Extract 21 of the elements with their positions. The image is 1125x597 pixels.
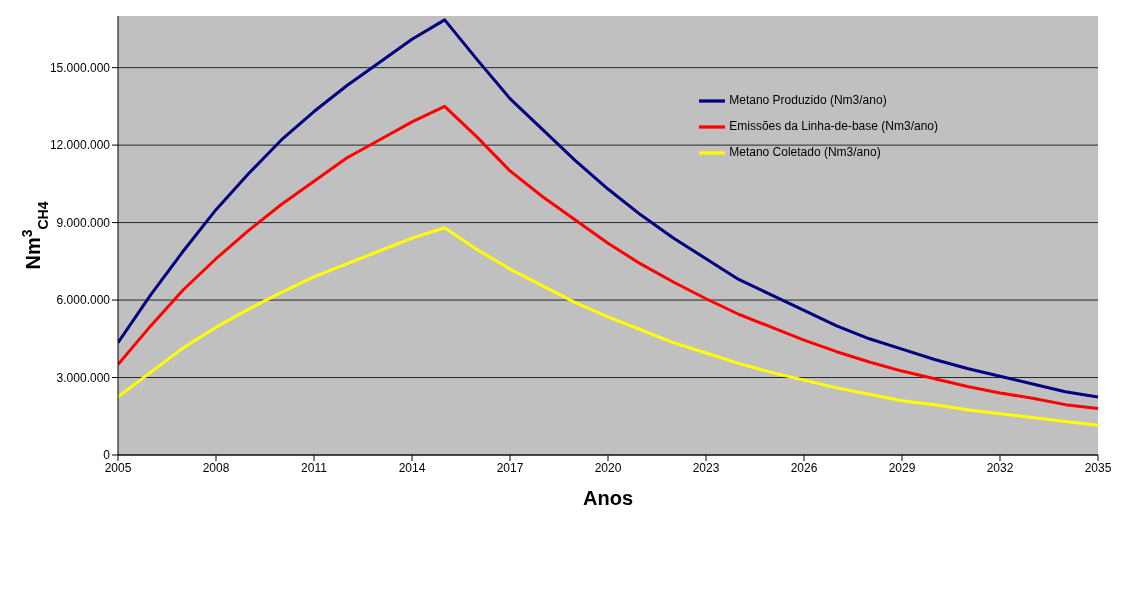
y-tick-label: 6.000.000 [56, 293, 111, 308]
y-tick-label: 12.000.000 [49, 138, 111, 153]
y-tick-label: 15.000.000 [49, 60, 111, 75]
x-tick-label: 2023 [692, 460, 720, 475]
y-tick-label: 0 [103, 448, 111, 463]
x-tick-label: 2014 [398, 460, 426, 475]
x-axis-title: Anos [583, 487, 633, 509]
x-tick-label: 2026 [790, 460, 818, 475]
legend-label: Metano Coletado (Nm3/ano) [729, 145, 881, 160]
x-tick-label: 2032 [986, 460, 1014, 475]
x-tick-label: 2035 [1084, 460, 1112, 475]
x-tick-label: 2005 [104, 460, 132, 475]
y-tick-label: 9.000.000 [56, 215, 111, 230]
x-tick-label: 2011 [301, 460, 328, 475]
x-tick-label: 2008 [202, 460, 230, 475]
x-tick-label: 2017 [496, 460, 524, 475]
x-tick-label: 2020 [594, 460, 622, 475]
legend-label: Metano Produzido (Nm3/ano) [729, 93, 887, 108]
legend-label: Emissões da Linha-de-base (Nm3/ano) [729, 119, 938, 134]
x-tick-label: 2029 [888, 460, 916, 475]
y-tick-label: 3.000.000 [56, 370, 111, 385]
